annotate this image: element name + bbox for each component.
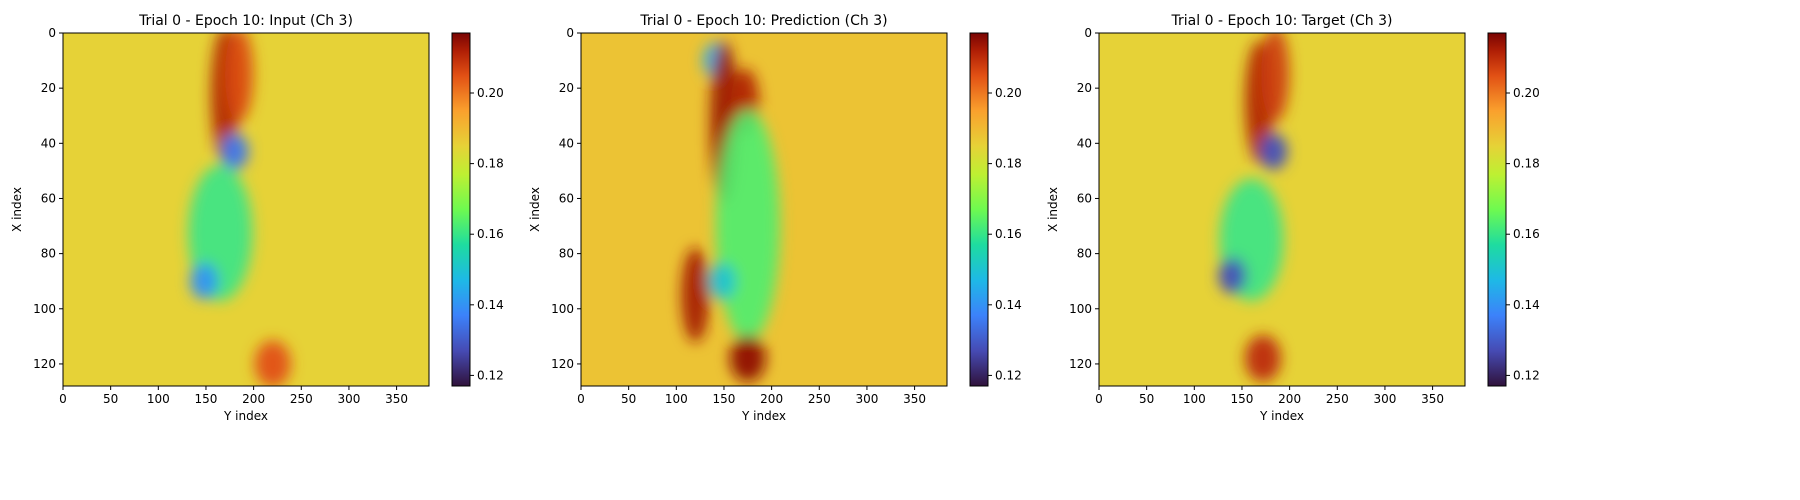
x-tick-label: 150 xyxy=(713,392,736,406)
colorbar-tick-label: 0.14 xyxy=(995,298,1022,312)
y-tick-label: 60 xyxy=(1077,191,1092,205)
colorbar-tick-label: 0.16 xyxy=(1513,227,1540,241)
heatmap-feature-7 xyxy=(729,335,766,382)
heatmap-panel-2: Trial 0 - Epoch 10: Prediction (Ch 3) 0 50… xyxy=(528,13,1022,423)
colorbar xyxy=(1488,33,1506,386)
y-axis-label: X index xyxy=(528,187,542,232)
x-axis-label: Y index xyxy=(741,409,786,423)
heatmap-panel-3: Trial 0 - Epoch 10: Target (Ch 3) 0 50 100 1… xyxy=(1046,13,1540,423)
y-tick-label: 80 xyxy=(559,247,574,261)
y-tick-label: 20 xyxy=(41,81,56,95)
y-tick-label: 0 xyxy=(566,26,574,40)
colorbar-frame xyxy=(969,32,989,387)
y-tick-label: 100 xyxy=(33,302,56,316)
x-tick-label: 50 xyxy=(103,392,118,406)
heatmap-feature-6 xyxy=(1218,257,1247,294)
heatmap-feature-4 xyxy=(1259,133,1288,170)
colorbar-tick-label: 0.12 xyxy=(995,368,1022,382)
x-tick-label: 50 xyxy=(1139,392,1154,406)
heatmap-feature-6 xyxy=(681,247,710,343)
x-tick-label: 200 xyxy=(242,392,265,406)
y-tick-label: 60 xyxy=(41,191,56,205)
y-tick-label: 20 xyxy=(559,81,574,95)
y-tick-label: 80 xyxy=(1077,247,1092,261)
colorbar-tick-label: 0.12 xyxy=(477,368,504,382)
heatmap-feature-3 xyxy=(254,340,291,386)
x-tick-label: 100 xyxy=(147,392,170,406)
y-tick-label: 60 xyxy=(559,191,574,205)
heatmap-field xyxy=(581,33,947,386)
colorbar xyxy=(452,33,470,386)
axes-frame xyxy=(62,32,430,387)
x-tick-label: 300 xyxy=(337,392,360,406)
heatmap-feature-6 xyxy=(190,263,219,300)
x-tick-label: 100 xyxy=(665,392,688,406)
colorbar-tick-label: 0.14 xyxy=(477,298,504,312)
colorbar-tick-label: 0.18 xyxy=(995,157,1022,171)
x-tick-label: 50 xyxy=(621,392,636,406)
heatmap-feature-2 xyxy=(1261,33,1290,122)
colorbar-tick-label: 0.20 xyxy=(995,86,1022,100)
y-tick-label: 120 xyxy=(33,357,56,371)
colorbar-tick-label: 0.18 xyxy=(477,157,504,171)
y-tick-label: 0 xyxy=(1084,26,1092,40)
x-tick-label: 250 xyxy=(290,392,313,406)
y-axis-label: X index xyxy=(1046,187,1060,232)
colorbar-tick-label: 0.16 xyxy=(477,227,504,241)
chart-title: Trial 0 - Epoch 10: Input (Ch 3) xyxy=(138,13,353,29)
heatmap-feature-4 xyxy=(220,133,249,170)
y-tick-label: 100 xyxy=(1069,302,1092,316)
y-tick-label: 0 xyxy=(48,26,56,40)
y-tick-label: 120 xyxy=(551,357,574,371)
axes-frame xyxy=(1098,32,1466,387)
x-tick-label: 250 xyxy=(1326,392,1349,406)
chart-title: Trial 0 - Epoch 10: Target (Ch 3) xyxy=(1171,13,1393,29)
y-tick-label: 100 xyxy=(551,302,574,316)
heatmap-panel-1: Trial 0 - Epoch 10: Input (Ch 3) 0 50 100 15… xyxy=(10,13,504,423)
x-tick-label: 150 xyxy=(1231,392,1254,406)
x-tick-label: 200 xyxy=(1278,392,1301,406)
colorbar-tick-label: 0.20 xyxy=(477,86,504,100)
x-tick-label: 200 xyxy=(760,392,783,406)
y-tick-label: 120 xyxy=(1069,357,1092,371)
x-tick-label: 0 xyxy=(577,392,585,406)
colorbar-tick-label: 0.12 xyxy=(1513,368,1540,382)
x-tick-label: 300 xyxy=(855,392,878,406)
x-tick-label: 0 xyxy=(59,392,67,406)
colorbar-tick-label: 0.18 xyxy=(1513,157,1540,171)
x-tick-label: 150 xyxy=(195,392,218,406)
heatmap-field xyxy=(63,33,429,386)
heatmap-feature-3 xyxy=(1244,335,1281,382)
x-tick-label: 0 xyxy=(1095,392,1103,406)
y-tick-label: 40 xyxy=(41,136,56,150)
colorbar xyxy=(970,33,988,386)
heatmap-feature-5 xyxy=(708,263,737,300)
heatmap-field xyxy=(1099,33,1465,386)
colorbar-tick-label: 0.20 xyxy=(1513,86,1540,100)
colorbar-frame xyxy=(451,32,471,387)
chart-title: Trial 0 - Epoch 10: Prediction (Ch 3) xyxy=(639,13,887,29)
x-tick-label: 250 xyxy=(808,392,831,406)
heatmap-feature-2 xyxy=(225,33,254,122)
x-tick-label: 350 xyxy=(385,392,408,406)
y-tick-label: 20 xyxy=(1077,81,1092,95)
colorbar-frame xyxy=(1487,32,1507,387)
x-tick-label: 300 xyxy=(1373,392,1396,406)
heatmap-feature-4 xyxy=(715,109,780,343)
x-tick-label: 100 xyxy=(1183,392,1206,406)
y-tick-label: 40 xyxy=(1077,136,1092,150)
colorbar-tick-label: 0.14 xyxy=(1513,298,1540,312)
x-tick-label: 350 xyxy=(1421,392,1444,406)
y-axis-label: X index xyxy=(10,187,24,232)
y-tick-label: 40 xyxy=(559,136,574,150)
colorbar-tick-label: 0.16 xyxy=(995,227,1022,241)
x-axis-label: Y index xyxy=(1259,409,1304,423)
y-tick-label: 80 xyxy=(41,247,56,261)
x-axis-label: Y index xyxy=(223,409,268,423)
axes-frame xyxy=(580,32,948,387)
x-tick-label: 350 xyxy=(903,392,926,406)
